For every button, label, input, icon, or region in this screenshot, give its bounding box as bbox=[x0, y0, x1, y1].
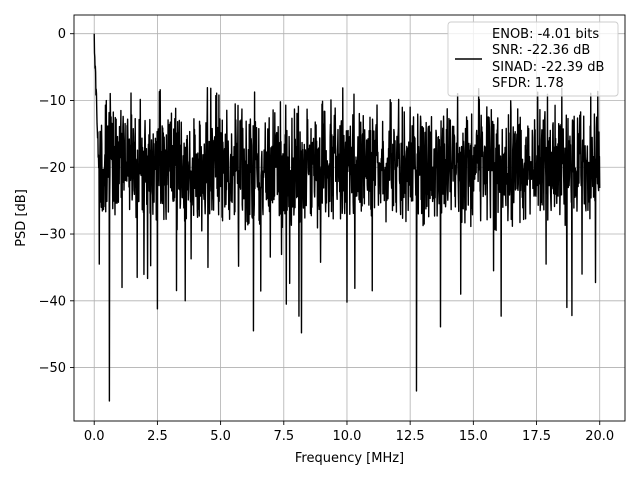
x-tick-label: 2.5 bbox=[147, 429, 168, 444]
x-tick-label: 7.5 bbox=[273, 429, 294, 444]
x-tick-label: 10.0 bbox=[332, 429, 361, 444]
legend-snr: SNR: -22.36 dB bbox=[492, 43, 590, 58]
y-tick-label: 0 bbox=[58, 27, 66, 42]
x-tick-label: 20.0 bbox=[585, 429, 614, 444]
psd-series-line bbox=[93, 33, 601, 402]
y-tick-label: −50 bbox=[39, 361, 66, 376]
plot-area bbox=[93, 33, 601, 402]
x-axis-ticks: 0.0 2.5 5.0 7.5 10.0 12.5 15.0 17.5 20.0 bbox=[84, 421, 614, 444]
x-tick-label: 15.0 bbox=[459, 429, 488, 444]
x-tick-label: 0.0 bbox=[84, 429, 105, 444]
x-axis-label: Frequency [MHz] bbox=[295, 451, 404, 466]
y-axis-ticks: 0 −10 −20 −30 −40 −50 bbox=[39, 27, 74, 376]
y-tick-label: −30 bbox=[39, 228, 66, 243]
y-tick-label: −20 bbox=[39, 161, 66, 176]
x-tick-label: 17.5 bbox=[522, 429, 551, 444]
legend-sfdr: SFDR: 1.78 bbox=[492, 76, 564, 91]
x-tick-label: 12.5 bbox=[396, 429, 425, 444]
x-tick-label: 5.0 bbox=[210, 429, 231, 444]
legend-sinad: SINAD: -22.39 dB bbox=[492, 60, 604, 75]
legend-enob: ENOB: -4.01 bits bbox=[492, 27, 599, 42]
y-axis-label: PSD [dB] bbox=[14, 189, 29, 247]
y-tick-label: −10 bbox=[39, 94, 66, 109]
legend: ENOB: -4.01 bits SNR: -22.36 dB SINAD: -… bbox=[447, 21, 619, 97]
plot-frame bbox=[73, 14, 626, 422]
y-tick-label: −40 bbox=[39, 294, 66, 309]
legend-box bbox=[447, 21, 619, 97]
